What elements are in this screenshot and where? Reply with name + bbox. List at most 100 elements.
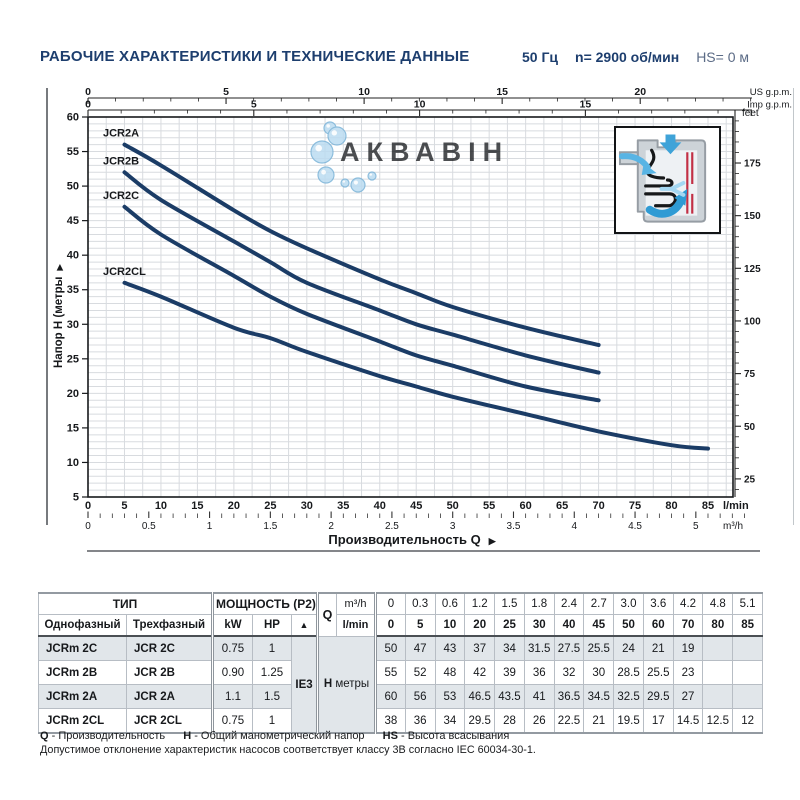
legend-h: H - Общий манометрический напор bbox=[183, 730, 365, 742]
curve-jcr2c bbox=[122, 204, 601, 403]
q-m3h-value: 0 bbox=[374, 592, 406, 615]
head-value: 60 bbox=[374, 684, 406, 709]
pump-row-jcr2b: JCRm 2B JCR 2B 0.90 1.25 55 52 48 42 39 36 32 30 28.… bbox=[38, 660, 763, 685]
plot-border bbox=[87, 116, 734, 498]
lmin-tick: 85 bbox=[702, 500, 714, 512]
q-lmin-value: 60 bbox=[642, 614, 674, 637]
us-gpm-tick: 10 bbox=[358, 86, 370, 98]
q-lmin-value: 40 bbox=[553, 614, 585, 637]
model-three-phase: JCR 2B bbox=[126, 660, 213, 685]
us-gpm-tick: 20 bbox=[634, 86, 646, 98]
imp-gpm-tick: 10 bbox=[414, 99, 426, 111]
q-lmin-value: 85 bbox=[732, 614, 763, 637]
head-label: H метры bbox=[316, 635, 377, 734]
col-header-type: ТИП bbox=[38, 592, 213, 615]
head-value: 31.5 bbox=[523, 635, 555, 661]
motor-triangle-icon: ▲ bbox=[290, 614, 319, 637]
bubble-icon bbox=[310, 140, 334, 164]
power-kw: 0.75 bbox=[211, 708, 253, 734]
model-single-phase: JCRm 2C bbox=[38, 635, 127, 661]
watermark-text: АКВАВІН bbox=[340, 137, 509, 167]
y-tick-m: 5 bbox=[73, 492, 79, 504]
y-tick-m: 25 bbox=[67, 353, 79, 365]
head-value: 32.5 bbox=[613, 684, 644, 709]
feet-tick: 100 bbox=[744, 316, 761, 327]
head-value: 12.5 bbox=[702, 708, 734, 734]
power-hp: 1 bbox=[252, 708, 292, 734]
m3h-tick: 4 bbox=[571, 521, 577, 532]
us-gpm-tick: 0 bbox=[85, 86, 91, 98]
chart-area: АКВАВІН 5 10 15 20 25 30 35 40 45 50 55 60 0 5 10 15 20 US… bbox=[40, 85, 800, 560]
head-value bbox=[732, 684, 763, 709]
lmin-tick: 15 bbox=[191, 500, 203, 512]
unit-lmin: l/min bbox=[336, 615, 374, 635]
curve-label-jcr2cl: JCR2CL bbox=[103, 266, 146, 278]
m3h-tick: 0 bbox=[85, 521, 91, 532]
y-tick-m: 10 bbox=[67, 457, 79, 469]
imp-gpm-tick: 15 bbox=[580, 99, 592, 111]
head-value: 26 bbox=[523, 708, 555, 734]
y-tick-m: 50 bbox=[67, 181, 79, 193]
curve-jcr2a bbox=[122, 142, 601, 347]
col-header-power: МОЩНОСТЬ (P2) bbox=[210, 592, 319, 615]
col-header-kw: kW bbox=[211, 614, 253, 637]
model-three-phase: JCR 2A bbox=[126, 684, 213, 709]
col-header-single-phase: Однофазный bbox=[38, 614, 127, 637]
head-value: 21 bbox=[583, 708, 615, 734]
y-tick-m: 45 bbox=[67, 215, 79, 227]
y-tick-m: 60 bbox=[67, 112, 79, 124]
feet-tick: 150 bbox=[744, 211, 761, 222]
bubble-icon bbox=[340, 178, 350, 188]
model-three-phase: JCR 2CL bbox=[126, 708, 213, 734]
feet-tick: 25 bbox=[744, 474, 756, 485]
head-value: 19.5 bbox=[613, 708, 644, 734]
m3h-tick: 2 bbox=[328, 521, 334, 532]
head-value: 19 bbox=[672, 635, 704, 661]
head-value: 34.5 bbox=[583, 684, 615, 709]
head-value bbox=[702, 660, 734, 685]
head-value: 36 bbox=[404, 708, 436, 734]
imp-gpm-tick: 0 bbox=[85, 99, 91, 111]
q-m3h-value: 5.1 bbox=[732, 592, 763, 615]
pump-row-jcr2a: JCRm 2A JCR 2A 1.1 1.5 60 56 53 46.5 43.5 41 36.5 3… bbox=[38, 684, 763, 709]
head-value: 42 bbox=[464, 660, 496, 685]
pump-row-jcr2cl: JCRm 2CL JCR 2CL 0.75 1 38 36 34 29.5 28 26 22.5 21… bbox=[38, 708, 763, 734]
head-value bbox=[702, 635, 734, 661]
power-hp: 1.25 bbox=[252, 660, 292, 685]
head-value: 36 bbox=[523, 660, 555, 685]
q-m3h-value: 1.5 bbox=[494, 592, 525, 615]
pump-cross-section-icon bbox=[618, 134, 707, 223]
head-value: 46.5 bbox=[464, 684, 496, 709]
us-gpm-tick: 5 bbox=[223, 86, 229, 98]
feet-unit: feet bbox=[742, 108, 759, 119]
efficiency-class: IE3 bbox=[290, 635, 319, 734]
head-value: 28.5 bbox=[613, 660, 644, 685]
lmin-tick: 60 bbox=[520, 500, 532, 512]
lmin-tick: 55 bbox=[483, 500, 495, 512]
head-value: 32 bbox=[553, 660, 585, 685]
legend-q: Q - Производительность bbox=[40, 730, 166, 742]
x-axis-title: Производительность Q ▶ bbox=[328, 532, 496, 547]
head-value: 25.5 bbox=[583, 635, 615, 661]
q-lmin-value: 50 bbox=[613, 614, 644, 637]
q-lmin-value: 20 bbox=[464, 614, 496, 637]
y-tick-m: 55 bbox=[67, 146, 79, 158]
head-value: 39 bbox=[494, 660, 525, 685]
lmin-tick: 40 bbox=[374, 500, 386, 512]
head-value: 38 bbox=[374, 708, 406, 734]
head-value: 14.5 bbox=[672, 708, 704, 734]
watermark: АКВАВІН bbox=[310, 121, 509, 193]
head-value: 27.5 bbox=[553, 635, 585, 661]
model-single-phase: JCRm 2CL bbox=[38, 708, 127, 734]
lmin-tick: 30 bbox=[301, 500, 313, 512]
head-value: 47 bbox=[404, 635, 436, 661]
footer-note: Допустимое отклонение характеристик насо… bbox=[40, 744, 536, 756]
curve-label-jcr2c: JCR2C bbox=[103, 190, 139, 202]
m3h-tick: 1 bbox=[207, 521, 213, 532]
head-value: 53 bbox=[434, 684, 466, 709]
m3h-unit: m³/h bbox=[723, 521, 743, 532]
